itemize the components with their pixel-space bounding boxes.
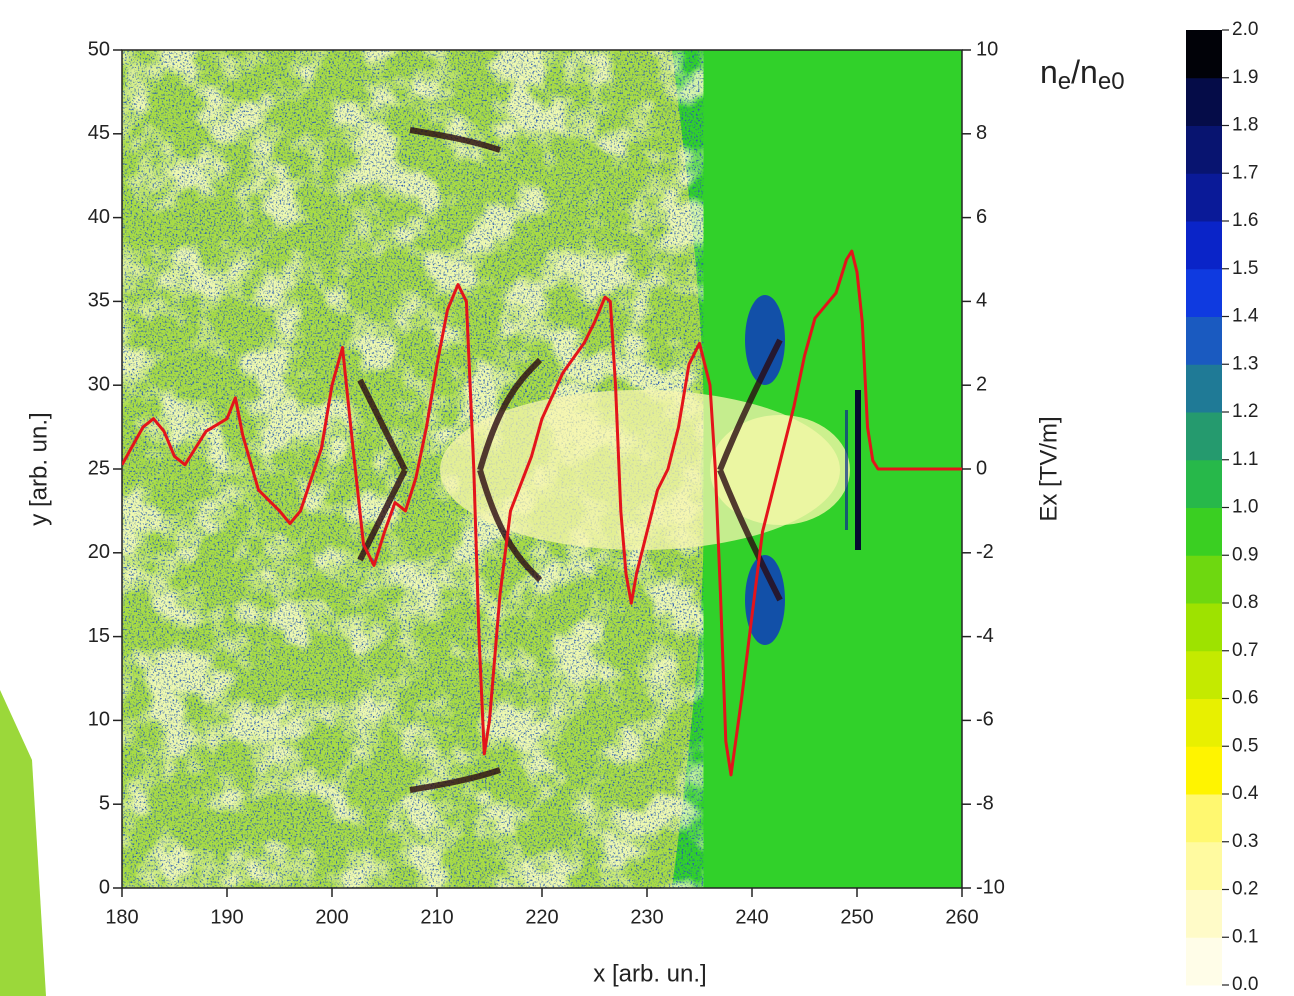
ex-line [122, 249, 962, 777]
colorbar-swatch [1186, 841, 1222, 890]
x-tick-label: 200 [315, 906, 348, 928]
colorbar-swatch [1186, 364, 1222, 413]
colorbar-tick-label: 1.0 [1232, 497, 1258, 518]
colorbar-label-part: e [1058, 68, 1071, 95]
y-tick-label: 20 [88, 541, 110, 563]
colorbar-swatch [1186, 459, 1222, 508]
colorbar-tick-label: 1.3 [1232, 353, 1258, 374]
y2-tick-label: 2 [976, 373, 987, 395]
x-axis-label: x [arb. un.] [593, 960, 706, 987]
y2-tick-label: 4 [976, 290, 987, 312]
colorbar-swatch [1186, 937, 1222, 986]
colorbar-swatch [1186, 746, 1222, 795]
colorbar-tick-label: 0.7 [1232, 640, 1258, 661]
y-tick-label: 50 [88, 38, 110, 60]
x-tick-label: 190 [210, 906, 243, 928]
colorbar-tick-label: 1.5 [1232, 258, 1258, 279]
y-tick-label: 35 [88, 290, 110, 312]
colorbar-swatch [1186, 412, 1222, 461]
colorbar-tick-label: 1.9 [1232, 67, 1258, 88]
colorbar-tick-label: 0.2 [1232, 879, 1258, 900]
colorbar-swatch [1186, 316, 1222, 365]
colorbar-tick-label: 2.0 [1232, 19, 1258, 40]
x-tick-label: 210 [420, 906, 453, 928]
y-axis-label: y [arb. un.] [25, 412, 52, 525]
colorbar-label-part: / [1071, 54, 1080, 90]
y-tick-label: 0 [99, 876, 110, 898]
colorbar-swatch [1186, 221, 1222, 270]
colorbar-tick-label: 1.1 [1232, 449, 1258, 470]
y-tick-label: 45 [88, 122, 110, 144]
colorbar-swatch [1186, 794, 1222, 843]
y2-tick-label: 8 [976, 122, 987, 144]
y2-axis-label: Ex [TV/m] [1035, 416, 1062, 521]
density-map [122, 50, 962, 888]
colorbar-tick-label: 0.0 [1232, 974, 1258, 995]
colorbar-swatch [1186, 698, 1222, 747]
colorbar-tick-label: 1.4 [1232, 306, 1259, 327]
colorbar-label: ne/ne0 [1040, 54, 1125, 95]
colorbar-swatch [1186, 125, 1222, 174]
colorbar-tick-label: 1.7 [1232, 162, 1258, 183]
y2-tick-label: -10 [976, 876, 1005, 898]
colorbar-label-part: n [1080, 54, 1098, 90]
colorbar-tick-label: 1.2 [1232, 401, 1258, 422]
y2-tick-label: -8 [976, 792, 994, 814]
colorbar-swatch [1186, 603, 1222, 652]
y2-tick-label: 10 [976, 38, 998, 60]
colorbar-tick-label: 1.6 [1232, 210, 1258, 231]
colorbar-tick-label: 0.8 [1232, 592, 1258, 613]
colorbar-swatch [1186, 889, 1222, 938]
x-tick-label: 220 [525, 906, 558, 928]
colorbar-tick-label: 0.5 [1232, 735, 1258, 756]
y2-tick-label: 0 [976, 457, 987, 479]
colorbar-label-part: n [1040, 54, 1058, 90]
colorbar-tick-label: 0.9 [1232, 544, 1258, 565]
colorbar-swatch [1186, 650, 1222, 699]
colorbar-tick-label: 0.6 [1232, 688, 1258, 709]
colorbar-swatch [1186, 268, 1222, 317]
x-tick-label: 260 [945, 906, 978, 928]
colorbar-tick-label: 0.4 [1232, 783, 1259, 804]
x-tick-label: 230 [630, 906, 663, 928]
colorbar-label-part: e0 [1098, 68, 1125, 95]
colorbar-swatch [1186, 507, 1222, 556]
y-tick-label: 15 [88, 625, 110, 647]
x-tick-label: 180 [105, 906, 138, 928]
y-tick-label: 30 [88, 373, 110, 395]
y-tick-label: 10 [88, 709, 110, 731]
y-tick-label: 25 [88, 457, 110, 479]
slide-decoration [0, 690, 46, 996]
colorbar-tick-label: 1.8 [1232, 115, 1258, 136]
colorbar-swatch [1186, 555, 1222, 604]
y2-tick-label: 6 [976, 206, 987, 228]
x-tick-label: 250 [840, 906, 873, 928]
colorbar-tick-label: 0.1 [1232, 926, 1258, 947]
y2-tick-label: -4 [976, 625, 994, 647]
colorbar-tick-label: 0.3 [1232, 831, 1258, 852]
y-tick-label: 40 [88, 206, 110, 228]
y-tick-label: 5 [99, 792, 110, 814]
y2-tick-label: -2 [976, 541, 994, 563]
colorbar-swatch [1186, 77, 1222, 126]
x-tick-label: 240 [735, 906, 768, 928]
colorbar-swatch [1186, 30, 1222, 79]
colorbar-swatch [1186, 173, 1222, 222]
y2-tick-label: -6 [976, 709, 994, 731]
